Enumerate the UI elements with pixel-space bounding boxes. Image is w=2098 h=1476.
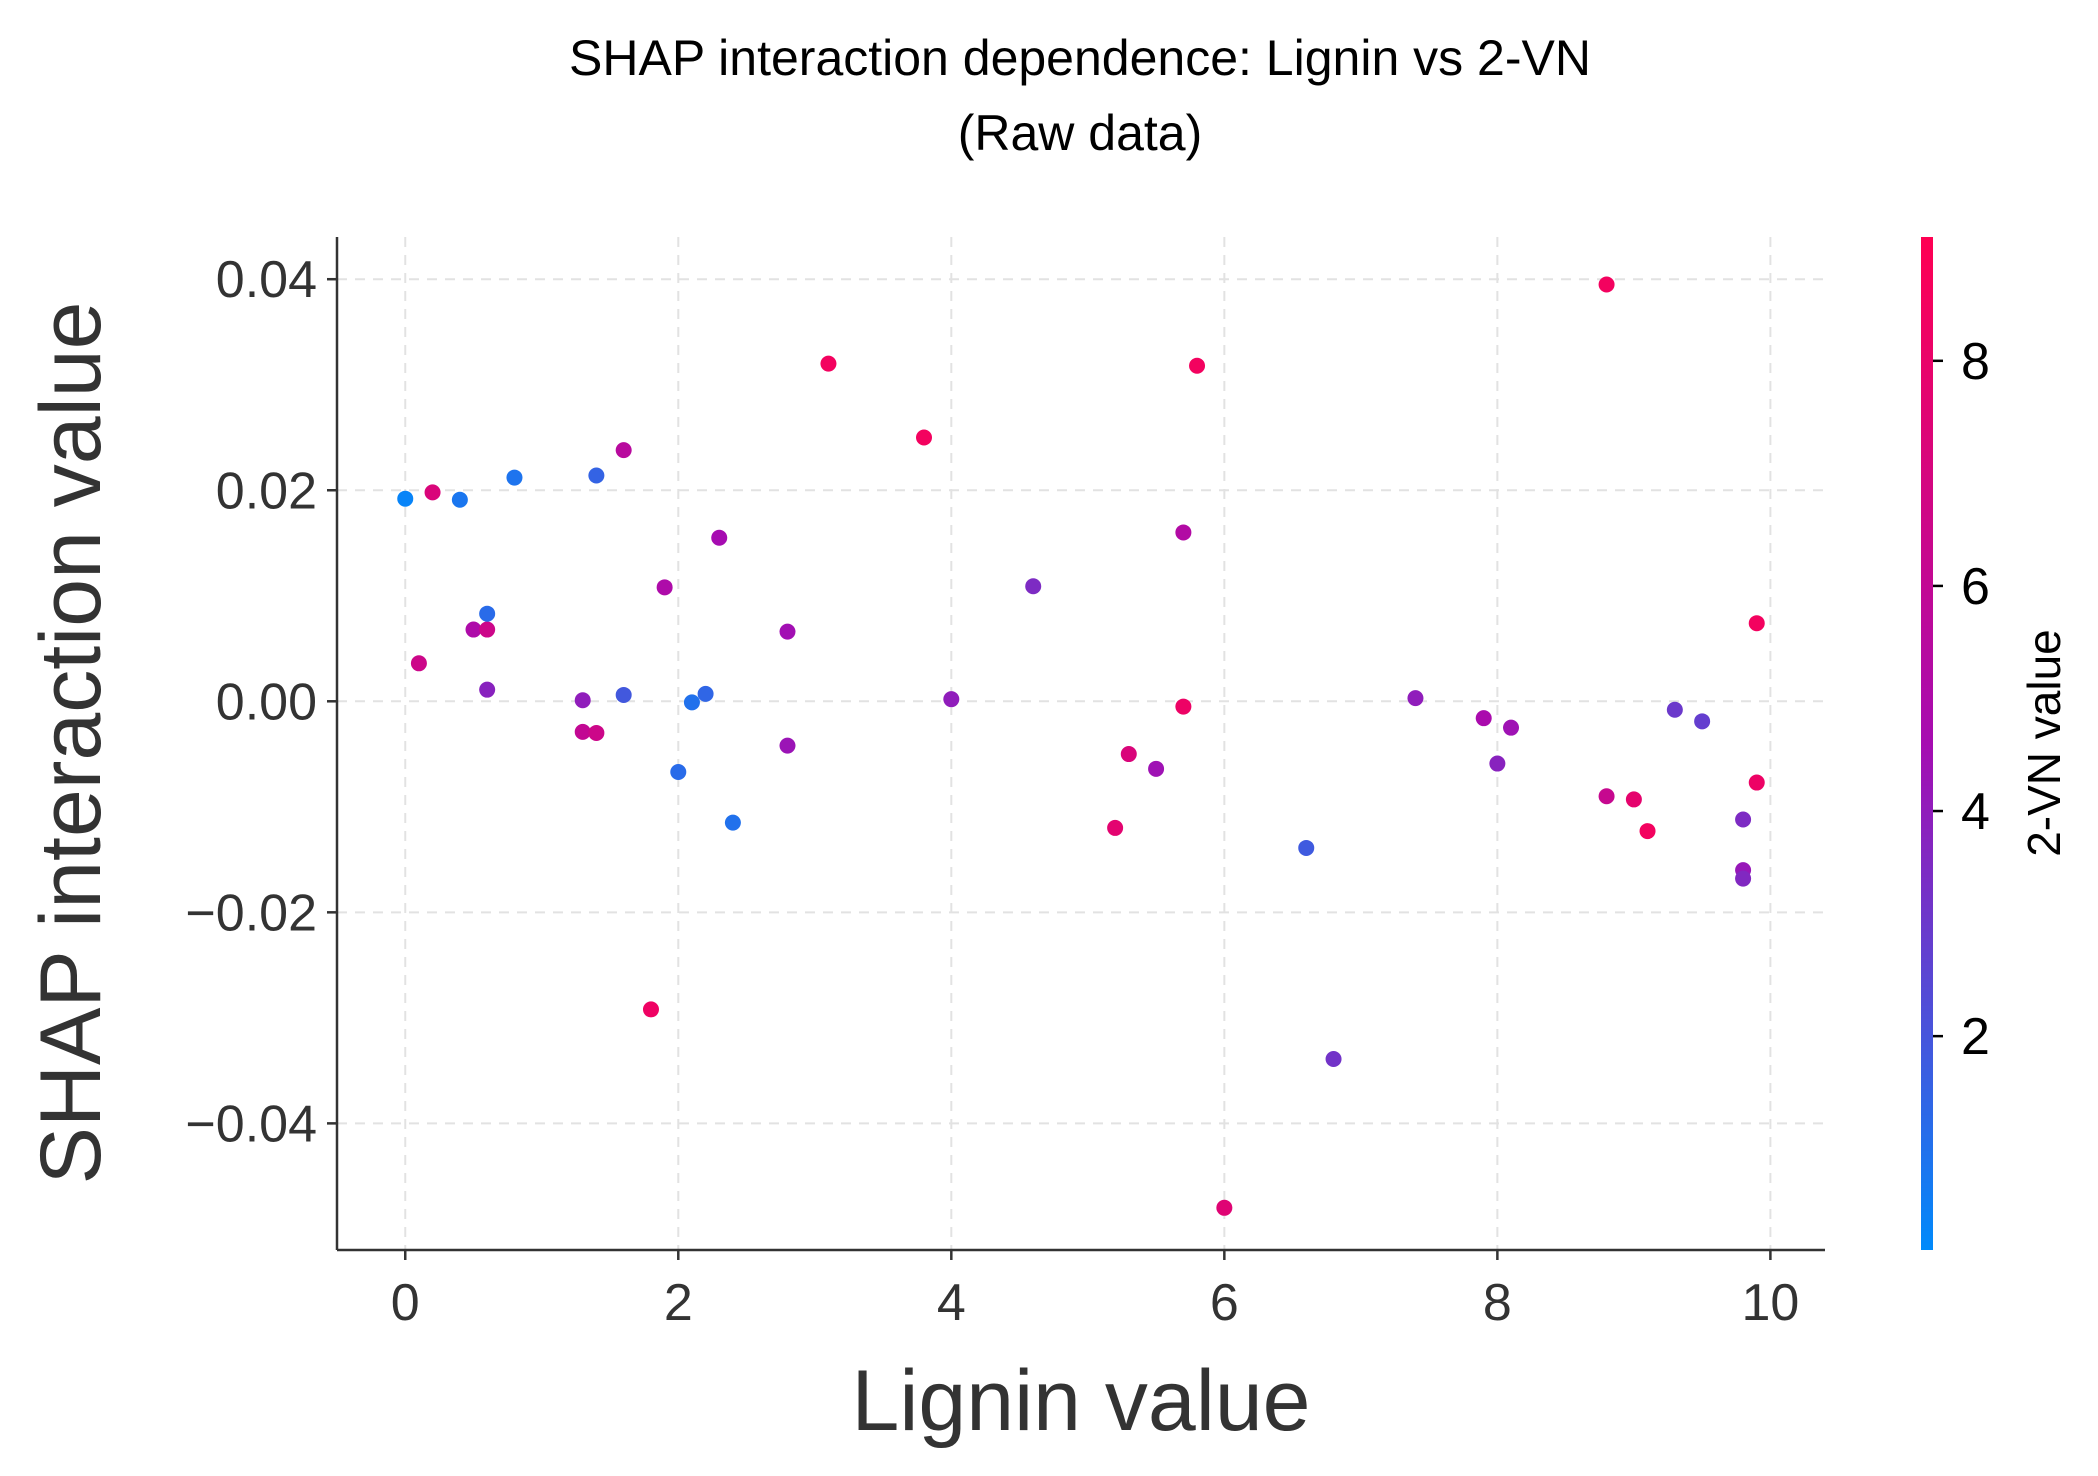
colorbar-ticks: 2 4 6 8 bbox=[1933, 333, 1990, 1066]
y-tick-label: −0.02 bbox=[185, 884, 317, 942]
chart-title-line1: SHAP interaction dependence: Lignin vs 2… bbox=[569, 30, 1591, 86]
gridlines bbox=[337, 237, 1825, 1250]
data-point bbox=[1298, 839, 1315, 856]
x-tick-label: 10 bbox=[1741, 1274, 1799, 1332]
data-point bbox=[574, 692, 591, 709]
data-point bbox=[574, 723, 591, 740]
data-point bbox=[1175, 524, 1192, 541]
data-point bbox=[1489, 755, 1506, 772]
data-point bbox=[506, 469, 523, 486]
chart-title-line2: (Raw data) bbox=[958, 105, 1203, 161]
data-point bbox=[1475, 710, 1492, 727]
data-point bbox=[1120, 746, 1137, 763]
data-point bbox=[1216, 1199, 1233, 1216]
x-axis-ticks: 0 2 4 6 8 10 bbox=[391, 1250, 1799, 1332]
data-point bbox=[1148, 760, 1165, 777]
data-point bbox=[1748, 615, 1765, 632]
data-point bbox=[1503, 719, 1520, 736]
data-point bbox=[451, 491, 468, 508]
colorbar-tick-label: 8 bbox=[1961, 333, 1990, 391]
data-point bbox=[465, 621, 482, 638]
data-point bbox=[779, 737, 796, 754]
data-point bbox=[1407, 690, 1424, 707]
data-point bbox=[479, 621, 496, 638]
colorbar-tick-label: 6 bbox=[1961, 558, 1990, 616]
data-point bbox=[1735, 870, 1752, 887]
colorbar-label: 2-VN value bbox=[2018, 629, 2070, 857]
x-tick-label: 0 bbox=[391, 1274, 420, 1332]
y-axis-label: SHAP interaction value bbox=[23, 302, 119, 1185]
data-point bbox=[1025, 578, 1042, 595]
data-point bbox=[916, 429, 933, 446]
x-tick-label: 2 bbox=[664, 1274, 693, 1332]
data-point bbox=[697, 685, 714, 702]
colorbar bbox=[1921, 237, 1933, 1250]
data-point bbox=[479, 681, 496, 698]
x-tick-label: 6 bbox=[1210, 1274, 1239, 1332]
data-point bbox=[1666, 701, 1683, 718]
data-point bbox=[1694, 713, 1711, 730]
data-point bbox=[410, 655, 427, 672]
data-point bbox=[1175, 698, 1192, 715]
data-point bbox=[588, 724, 605, 741]
data-point bbox=[779, 623, 796, 640]
data-point bbox=[1107, 819, 1124, 836]
data-point bbox=[479, 605, 496, 622]
data-point bbox=[1748, 774, 1765, 791]
y-tick-label: −0.04 bbox=[185, 1095, 317, 1153]
data-point bbox=[588, 467, 605, 484]
data-point bbox=[1598, 788, 1615, 805]
colorbar-tick-label: 4 bbox=[1961, 783, 1990, 841]
data-point bbox=[642, 1001, 659, 1018]
y-tick-label: 0.02 bbox=[216, 462, 317, 520]
y-tick-label: 0.04 bbox=[216, 251, 317, 309]
x-tick-label: 8 bbox=[1483, 1274, 1512, 1332]
data-points bbox=[397, 276, 1765, 1216]
data-point bbox=[615, 442, 632, 459]
data-point bbox=[670, 763, 687, 780]
data-point bbox=[615, 686, 632, 703]
data-point bbox=[1735, 811, 1752, 828]
data-point bbox=[1189, 357, 1206, 374]
colorbar-tick-label: 2 bbox=[1961, 1008, 1990, 1066]
x-tick-label: 4 bbox=[937, 1274, 966, 1332]
data-point bbox=[683, 694, 700, 711]
data-point bbox=[1639, 823, 1656, 840]
data-point bbox=[724, 814, 741, 831]
data-point bbox=[424, 484, 441, 501]
data-point bbox=[1325, 1051, 1342, 1068]
data-point bbox=[397, 490, 414, 507]
data-point bbox=[1625, 791, 1642, 808]
data-point bbox=[1598, 276, 1615, 293]
x-axis-label: Lignin value bbox=[851, 1353, 1310, 1449]
data-point bbox=[711, 529, 728, 546]
data-point bbox=[943, 691, 960, 708]
y-tick-label: 0.00 bbox=[216, 673, 317, 731]
data-point bbox=[820, 355, 837, 372]
data-point bbox=[656, 579, 673, 596]
y-axis-ticks: 0.04 0.02 0.00 −0.02 −0.04 bbox=[185, 251, 337, 1153]
